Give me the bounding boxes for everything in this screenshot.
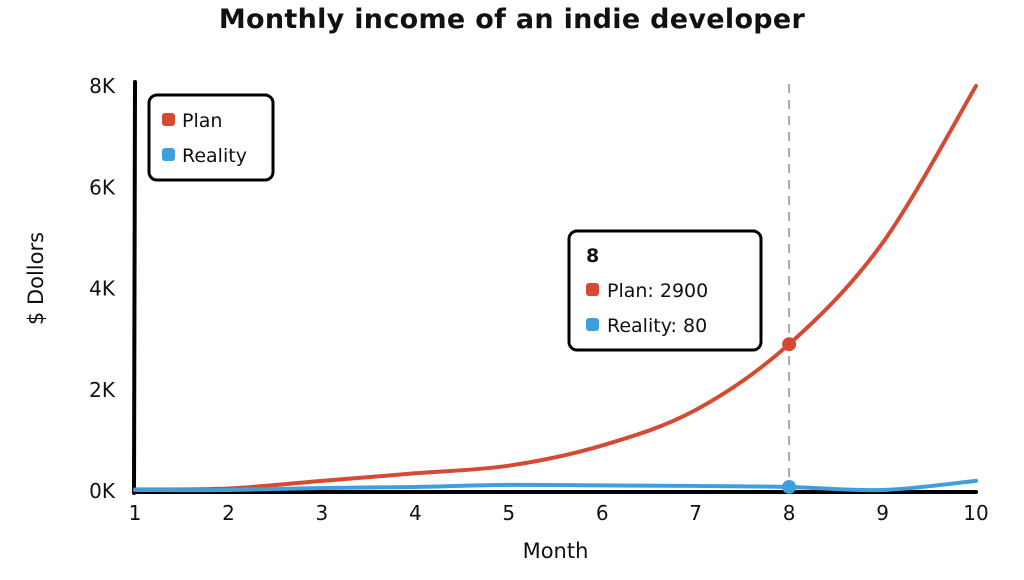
x-axis-label: Month xyxy=(523,539,589,563)
series-lines xyxy=(133,84,978,494)
chart-title: Monthly income of an indie developer xyxy=(218,4,806,35)
x-tick-label: 4 xyxy=(409,501,422,525)
highlight-point-reality xyxy=(782,479,797,494)
tooltip: 8 Plan: 2900 Reality: 80 xyxy=(567,229,763,352)
y-tick-label: 2K xyxy=(89,378,116,402)
x-tick-label: 10 xyxy=(963,501,988,525)
y-tick-label: 8K xyxy=(89,74,116,98)
series-line-plan xyxy=(133,84,978,492)
y-tick-label: 4K xyxy=(89,277,116,301)
tooltip-swatch xyxy=(586,318,599,331)
highlight-point-plan xyxy=(782,337,797,352)
tooltip-box xyxy=(567,229,763,352)
legend-box xyxy=(147,93,275,182)
x-tick-label: 3 xyxy=(316,501,329,525)
legend-label-plan: Plan xyxy=(182,110,222,132)
x-tick-label: 6 xyxy=(596,501,609,525)
x-tick-label: 7 xyxy=(689,501,702,525)
tooltip-title: 8 xyxy=(586,245,599,267)
x-tick-label: 9 xyxy=(876,501,889,525)
y-axis-line xyxy=(132,80,137,495)
x-tick-label: 1 xyxy=(129,501,142,525)
y-tick-label: 0K xyxy=(89,479,116,503)
tooltip-line: Reality: 80 xyxy=(607,315,707,337)
axes: 0K 2K 4K 6K 8K 1 2 3 4 5 6 7 8 9 10 Month $ Dollors xyxy=(24,74,989,563)
x-tick-label: 2 xyxy=(222,501,235,525)
x-tick-label: 8 xyxy=(783,501,796,525)
tooltip-swatch xyxy=(586,283,599,296)
legend-label-reality: Reality xyxy=(182,145,247,167)
tooltip-line: Plan: 2900 xyxy=(607,280,708,302)
series-line-reality xyxy=(133,478,978,493)
legend-swatch-plan xyxy=(162,113,175,126)
legend: Plan Reality xyxy=(147,93,275,182)
legend-swatch-reality xyxy=(162,148,175,161)
y-axis-label: $ Dollors xyxy=(24,232,48,325)
x-tick-label: 5 xyxy=(502,501,515,525)
y-tick-label: 6K xyxy=(89,175,116,199)
